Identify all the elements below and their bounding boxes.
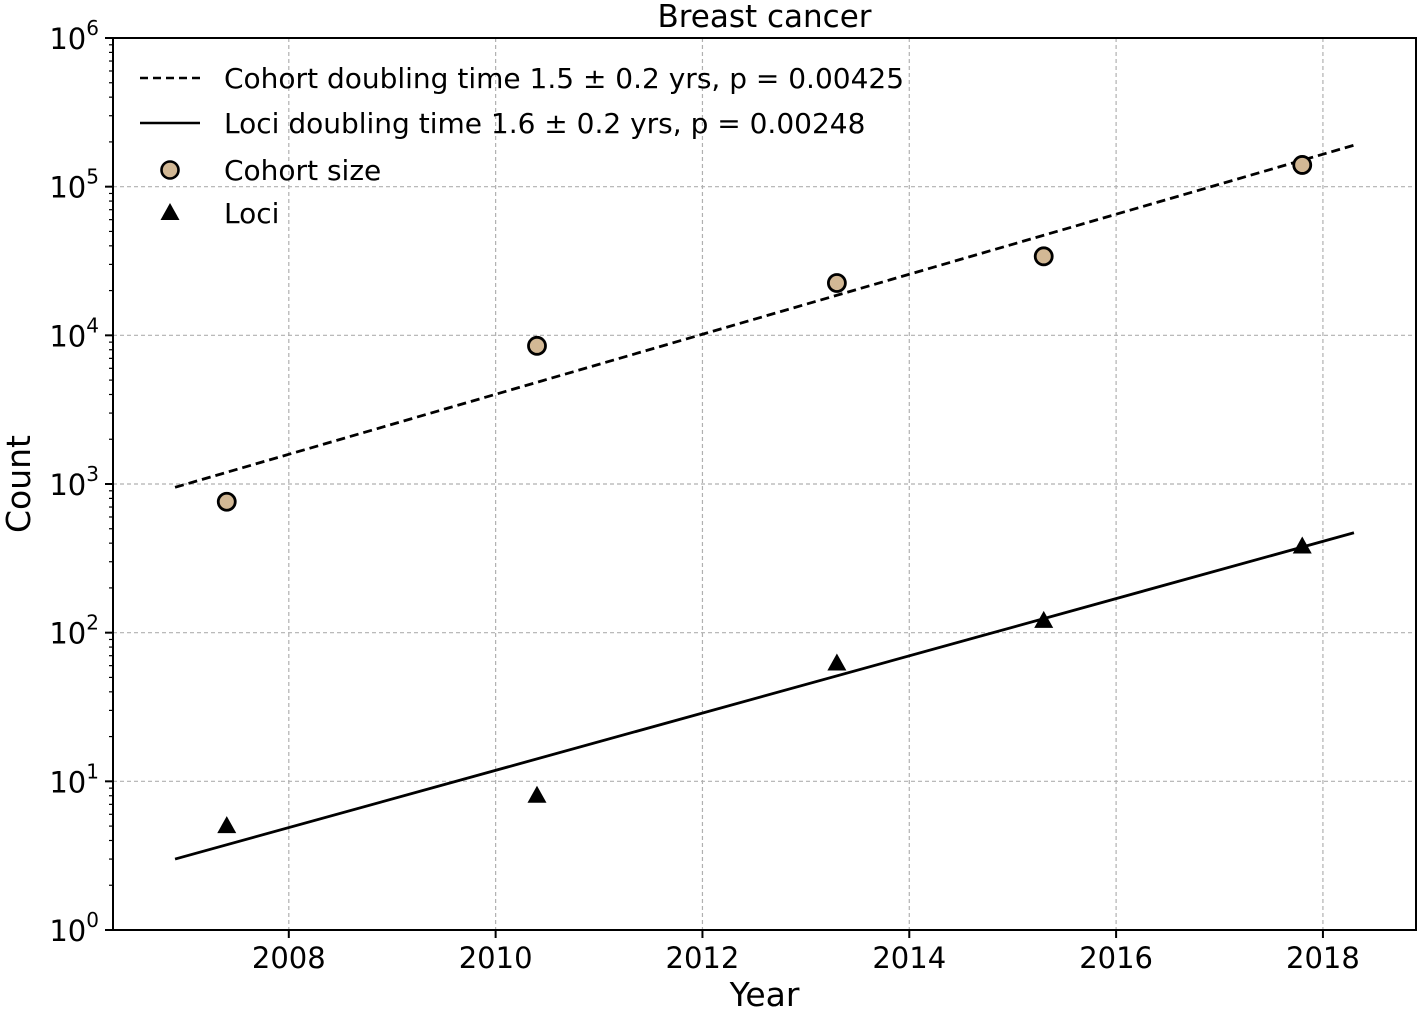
loci-point — [527, 785, 547, 803]
legend-circle-marker-symbol — [160, 160, 180, 180]
legend-triangle-marker-symbol — [160, 203, 180, 220]
legend-label-cohort-size: Cohort size — [224, 154, 381, 187]
x-tick-label: 2012 — [666, 941, 740, 975]
fit-lines — [174, 143, 1355, 861]
cohort-fit-line — [174, 143, 1355, 489]
x-tick-label: 2016 — [1079, 941, 1153, 975]
legend-item-cohort-fit: Cohort doubling time 1.5 ± 0.2 yrs, p = … — [140, 62, 904, 95]
legend-item-loci: Loci — [160, 197, 279, 230]
cohort-size-point — [1033, 246, 1054, 267]
y-tick-exponent: 3 — [86, 462, 99, 486]
chart-title: Breast cancer — [657, 0, 871, 35]
legend-item-loci-fit: Loci doubling time 1.6 ± 0.2 yrs, p = 0.… — [140, 107, 865, 140]
legend-label-cohort-fit: Cohort doubling time 1.5 ± 0.2 yrs, p = … — [224, 62, 904, 95]
y-tick-label: 105 — [49, 165, 99, 205]
legend: Cohort doubling time 1.5 ± 0.2 yrs, p = … — [140, 62, 904, 230]
y-tick-base: 10 — [49, 914, 86, 948]
loci-point — [1034, 610, 1054, 628]
data-points — [216, 155, 1313, 834]
loci-point — [217, 816, 237, 834]
legend-label-loci-fit: Loci doubling time 1.6 ± 0.2 yrs, p = 0.… — [224, 107, 865, 140]
cohort-size-point — [216, 491, 237, 512]
y-tick-base: 10 — [49, 171, 86, 205]
legend-label-loci: Loci — [224, 197, 279, 230]
y-tick-label: 100 — [49, 908, 99, 948]
y-tick-exponent: 5 — [86, 165, 99, 189]
y-tick-base: 10 — [49, 22, 86, 56]
y-tick-base: 10 — [49, 468, 86, 502]
y-tick-label: 102 — [49, 611, 99, 651]
y-tick-exponent: 0 — [86, 908, 99, 932]
y-tick-exponent: 6 — [86, 16, 99, 40]
x-axis-label: Year — [729, 975, 800, 1011]
loci-point — [1292, 536, 1312, 554]
cohort-size-point — [527, 335, 547, 356]
grid-layer — [113, 38, 1416, 930]
x-tick-label: 2018 — [1286, 941, 1360, 975]
x-tick-label: 2008 — [252, 941, 326, 975]
x-axis-ticks: 2008 2010 2012 2014 2016 2018 — [252, 930, 1360, 975]
y-tick-base: 10 — [49, 617, 86, 651]
cohort-size-point — [826, 273, 847, 293]
y-tick-exponent: 1 — [86, 759, 99, 783]
y-axis-label: Count — [0, 435, 38, 533]
y-tick-label: 101 — [49, 759, 99, 799]
y-tick-base: 10 — [49, 765, 86, 799]
loci-fit-line — [174, 531, 1355, 861]
y-tick-base: 10 — [49, 319, 86, 353]
cohort-size-point — [1292, 155, 1313, 175]
x-tick-label: 2010 — [459, 941, 533, 975]
y-tick-label: 103 — [49, 462, 99, 502]
legend-item-cohort-size: Cohort size — [160, 154, 381, 187]
y-tick-label: 106 — [49, 16, 99, 56]
loci-point — [827, 653, 847, 671]
x-tick-label: 2014 — [872, 941, 946, 975]
y-tick-exponent: 4 — [86, 313, 99, 337]
y-tick-label: 104 — [49, 313, 99, 353]
y-tick-exponent: 2 — [86, 611, 99, 635]
